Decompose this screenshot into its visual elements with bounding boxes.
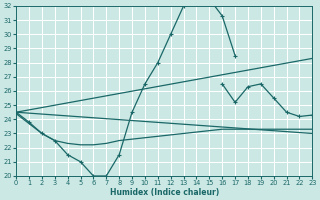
X-axis label: Humidex (Indice chaleur): Humidex (Indice chaleur) xyxy=(110,188,219,197)
